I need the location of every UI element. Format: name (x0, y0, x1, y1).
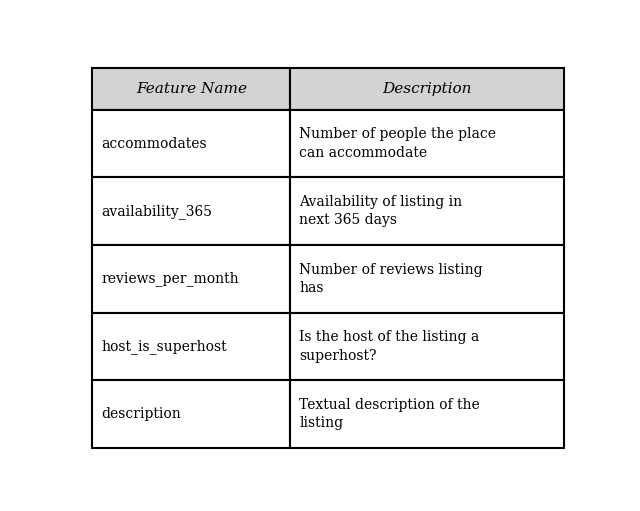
Bar (92, 68, 291, 110)
Text: Textual description of the
listing: Textual description of the listing (300, 398, 480, 430)
Text: accommodates: accommodates (101, 136, 207, 151)
Text: Availability of listing in
next 365 days: Availability of listing in next 365 days (300, 195, 462, 227)
Text: reviews_per_month: reviews_per_month (101, 271, 239, 286)
Text: description: description (101, 407, 181, 421)
Text: availability_365: availability_365 (101, 204, 212, 219)
Text: Feature Name: Feature Name (136, 82, 247, 96)
Bar (92, 110, 291, 177)
Bar (92, 313, 291, 380)
Text: host_is_superhost: host_is_superhost (101, 339, 227, 354)
Bar (92, 177, 291, 245)
Bar (291, 68, 564, 110)
Bar (92, 245, 291, 313)
Text: Is the host of the listing a
superhost?: Is the host of the listing a superhost? (300, 331, 479, 363)
Bar (291, 380, 564, 448)
Bar (92, 380, 291, 448)
Bar (291, 313, 564, 380)
Bar (291, 110, 564, 177)
Text: Number of reviews listing
has: Number of reviews listing has (300, 263, 483, 295)
Text: Description: Description (382, 82, 472, 96)
Text: Number of people the place
can accommodate: Number of people the place can accommoda… (300, 127, 496, 160)
Bar (291, 245, 564, 313)
Bar (291, 177, 564, 245)
